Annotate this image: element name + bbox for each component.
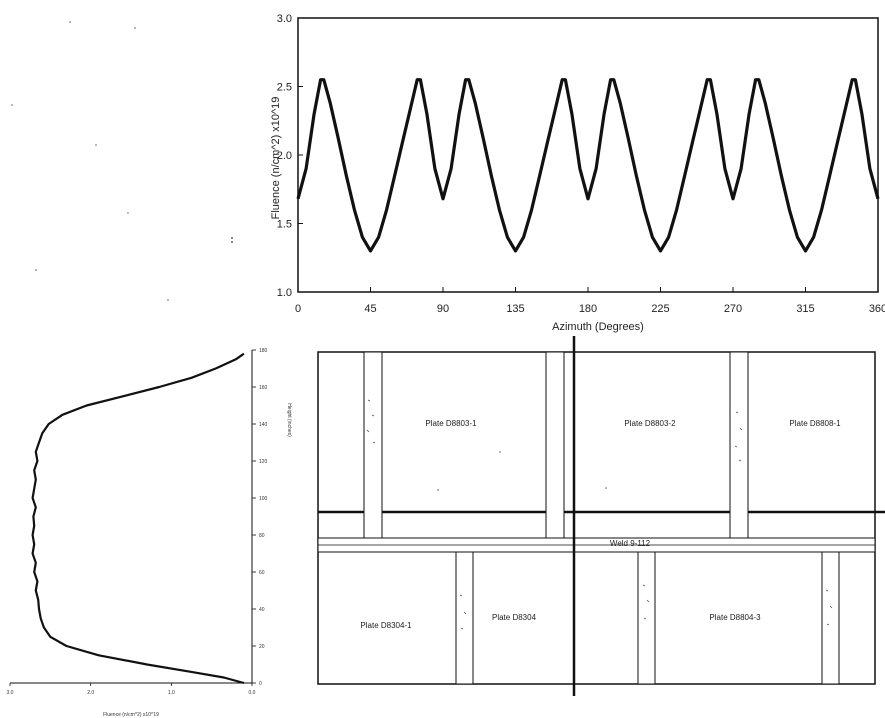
- left-chart-x-ticks: 3.0 2.0 1.0 0.0: [7, 683, 256, 696]
- top-y-tick-label: 1.5: [277, 219, 292, 231]
- left-y-tick-label: 140: [259, 422, 268, 428]
- top-x-tick-label: 315: [796, 303, 814, 315]
- lower-seam-weld-1: [455, 551, 474, 685]
- plate-label-lower-2: Plate D8304: [492, 613, 537, 622]
- plate-label-lower-3: Plate D8804-3: [709, 613, 761, 622]
- left-y-tick-label: 100: [259, 496, 268, 502]
- top-chart-x-ticks: 0 45 90 135 180 225 270 315 360: [295, 287, 885, 315]
- fluence-height-line: [31, 352, 245, 685]
- axial-fluence-chart: 180 160 140 120 100 80 60 40 20 0 3.0 2.0 1.0 0.0 Fl…: [7, 348, 292, 718]
- left-y-tick-label: 160: [259, 385, 268, 391]
- left-y-tick-label: 80: [259, 533, 265, 539]
- plate-label-upper-2: Plate D8803-2: [624, 419, 676, 428]
- top-chart-frame: [297, 17, 879, 293]
- left-chart-x-axis-title: Fluence (n/cm^2) x10^19: [103, 712, 159, 718]
- top-x-tick-label: 360: [869, 303, 885, 315]
- azimuthal-fluence-chart: 3.02.52.01.51.0 0 45 90 135 180 225 270 315 360 …: [270, 13, 885, 333]
- left-y-tick-label: 40: [259, 607, 265, 613]
- layout-frame: [317, 351, 876, 685]
- weld-speckle-marks: [366, 399, 833, 630]
- left-y-tick-label: 120: [259, 459, 268, 465]
- left-y-tick-label: 180: [259, 348, 268, 354]
- left-x-tick-label: 1.0: [168, 690, 175, 696]
- top-chart-x-axis-title: Azimuth (Degrees): [552, 321, 644, 333]
- lower-seam-weld-3: [821, 551, 840, 685]
- left-chart-y-axis-title: Height (inches): [286, 403, 292, 437]
- top-x-tick-label: 45: [364, 303, 376, 315]
- top-x-tick-label: 270: [724, 303, 742, 315]
- upper-seam-weld-3: [729, 351, 749, 539]
- upper-seam-weld-1: [363, 351, 383, 539]
- top-chart-y-ticks: 3.0 2.5 2.0 1.5 1.0: [277, 13, 303, 299]
- fluence-azimuth-line: [296, 78, 880, 253]
- top-x-tick-label: 135: [506, 303, 524, 315]
- top-y-tick-label: 3.0: [277, 13, 292, 25]
- left-y-tick-label: 60: [259, 570, 265, 576]
- top-y-tick-label: 2.5: [277, 82, 292, 94]
- top-x-tick-label: 90: [437, 303, 449, 315]
- vessel-plate-layout: Plate D8803-1 Plate D8803-2 Plate D8808-…: [317, 336, 885, 696]
- top-y-tick-label: 1.0: [277, 287, 292, 299]
- top-x-tick-label: 225: [651, 303, 669, 315]
- upper-seam-weld-2: [545, 351, 565, 539]
- scan-specks: [11, 21, 607, 491]
- plate-label-upper-3: Plate D8808-1: [789, 419, 841, 428]
- left-y-tick-label: 20: [259, 644, 265, 650]
- left-x-tick-label: 3.0: [7, 690, 14, 696]
- top-y-tick-label: 2.0: [277, 150, 292, 162]
- lower-seam-weld-2: [637, 551, 656, 685]
- top-x-tick-label: 180: [579, 303, 597, 315]
- left-x-tick-label: 0.0: [249, 690, 256, 696]
- left-chart-y-ticks: 180 160 140 120 100 80 60 40 20 0: [252, 348, 268, 687]
- plate-label-upper-1: Plate D8803-1: [425, 419, 477, 428]
- top-x-tick-label: 0: [295, 303, 301, 315]
- top-chart-y-axis-title: Fluence (n/cm^2) x10^19: [270, 97, 282, 220]
- left-x-tick-label: 2.0: [87, 690, 94, 696]
- left-y-tick-label: 0: [259, 681, 262, 687]
- plate-label-lower-1: Plate D8304-1: [360, 621, 412, 630]
- weld-label: Weld 9-112: [610, 539, 651, 548]
